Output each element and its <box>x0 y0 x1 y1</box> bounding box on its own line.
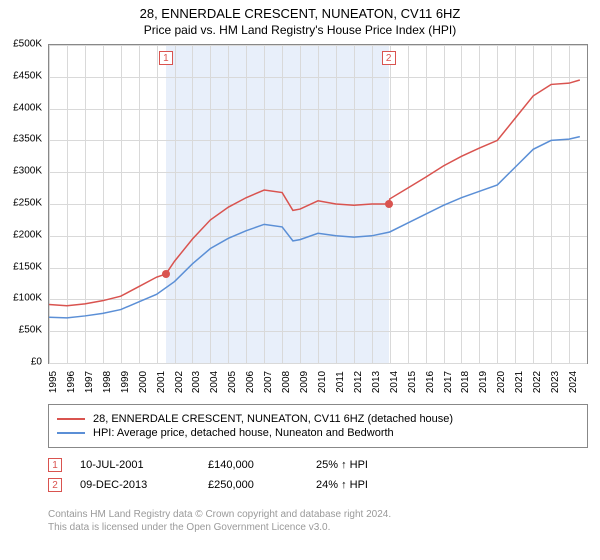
x-tick-label: 2006 <box>245 371 256 393</box>
x-tick-label: 2011 <box>335 371 346 393</box>
transaction-row: 1 10-JUL-2001 £140,000 25% ↑ HPI <box>48 458 588 472</box>
x-tick-label: 2016 <box>425 371 436 393</box>
legend-label: HPI: Average price, detached house, Nune… <box>93 427 394 439</box>
transaction-row: 2 09-DEC-2013 £250,000 24% ↑ HPI <box>48 478 588 492</box>
x-tick-label: 2012 <box>353 371 364 393</box>
x-tick-label: 2023 <box>550 371 561 393</box>
y-tick-label: £200K <box>13 229 42 240</box>
transaction-date: 10-JUL-2001 <box>80 459 190 471</box>
x-tick-label: 2008 <box>281 371 292 393</box>
y-tick-label: £50K <box>19 325 42 336</box>
series-property <box>49 80 580 306</box>
x-tick-label: 2007 <box>263 371 274 393</box>
legend-item: 28, ENNERDALE CRESCENT, NUNEATON, CV11 6… <box>57 413 579 425</box>
chart-marker-dot <box>385 200 393 208</box>
x-tick-label: 2014 <box>389 371 400 393</box>
y-tick-label: £350K <box>13 134 42 145</box>
x-tick-label: 1999 <box>120 371 131 393</box>
x-tick-label: 1996 <box>66 371 77 393</box>
chart-marker-box: 2 <box>382 51 396 65</box>
x-axis-ticks: 1995 1996 1997 1998 1999 2000 2001 2002 2003 2004… <box>48 364 588 404</box>
chart-marker-box: 1 <box>159 51 173 65</box>
x-tick-label: 2021 <box>514 371 525 393</box>
x-tick-label: 2009 <box>299 371 310 393</box>
legend-item: HPI: Average price, detached house, Nune… <box>57 427 579 439</box>
y-tick-label: £100K <box>13 293 42 304</box>
x-tick-label: 2002 <box>174 371 185 393</box>
legend-swatch <box>57 432 85 434</box>
y-tick-label: £450K <box>13 70 42 81</box>
x-tick-label: 2020 <box>496 371 507 393</box>
x-tick-label: 2018 <box>460 371 471 393</box>
x-tick-label: 2019 <box>478 371 489 393</box>
x-tick-label: 2024 <box>568 371 579 393</box>
x-tick-label: 1998 <box>102 371 113 393</box>
attribution-line1: Contains HM Land Registry data © Crown c… <box>48 508 588 521</box>
transaction-marker: 1 <box>48 458 62 472</box>
transaction-delta: 25% ↑ HPI <box>316 459 426 471</box>
y-tick-label: £400K <box>13 102 42 113</box>
transactions-table: 1 10-JUL-2001 £140,000 25% ↑ HPI 2 09-DEC-201… <box>48 452 588 498</box>
y-tick-label: £150K <box>13 261 42 272</box>
chart-marker-dot <box>162 270 170 278</box>
chart-title-line1: 28, ENNERDALE CRESCENT, NUNEATON, CV11 6… <box>0 0 600 23</box>
x-tick-label: 2015 <box>407 371 418 393</box>
transaction-price: £250,000 <box>208 479 298 491</box>
x-tick-label: 2001 <box>156 371 167 393</box>
chart-plot-area: 12 <box>48 44 588 364</box>
y-axis-ticks: £0£50K£100K£150K£200K£250K£300K£350K£400… <box>0 44 46 364</box>
chart-title-line2: Price paid vs. HM Land Registry's House … <box>0 23 600 41</box>
x-tick-label: 1995 <box>48 371 59 393</box>
y-tick-label: £300K <box>13 166 42 177</box>
attribution-text: Contains HM Land Registry data © Crown c… <box>48 508 588 534</box>
x-tick-label: 2013 <box>371 371 382 393</box>
chart-legend: 28, ENNERDALE CRESCENT, NUNEATON, CV11 6… <box>48 404 588 448</box>
legend-label: 28, ENNERDALE CRESCENT, NUNEATON, CV11 6… <box>93 413 453 425</box>
y-tick-label: £500K <box>13 39 42 50</box>
transaction-date: 09-DEC-2013 <box>80 479 190 491</box>
series-hpi <box>49 137 580 318</box>
chart-lines-svg <box>49 45 587 363</box>
legend-swatch <box>57 418 85 420</box>
y-tick-label: £0 <box>31 357 42 368</box>
x-tick-label: 2010 <box>317 371 328 393</box>
x-tick-label: 2004 <box>209 371 220 393</box>
x-tick-label: 2017 <box>443 371 454 393</box>
x-tick-label: 2000 <box>138 371 149 393</box>
x-tick-label: 2003 <box>191 371 202 393</box>
x-tick-label: 2022 <box>532 371 543 393</box>
x-tick-label: 2005 <box>227 371 238 393</box>
transaction-marker: 2 <box>48 478 62 492</box>
x-tick-label: 1997 <box>84 371 95 393</box>
attribution-line2: This data is licensed under the Open Gov… <box>48 521 588 534</box>
y-tick-label: £250K <box>13 198 42 209</box>
transaction-price: £140,000 <box>208 459 298 471</box>
transaction-delta: 24% ↑ HPI <box>316 479 426 491</box>
